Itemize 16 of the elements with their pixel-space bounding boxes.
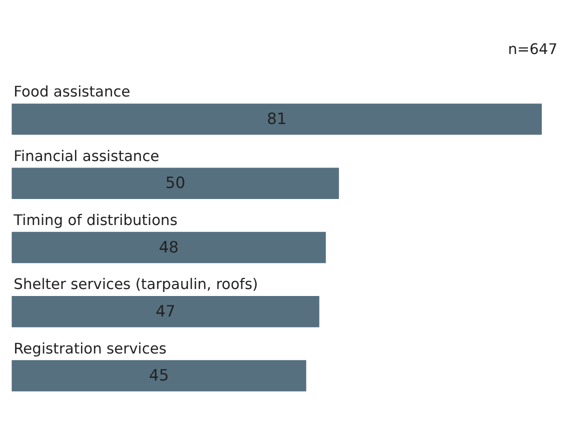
data-label: 45 xyxy=(149,366,169,385)
bar xyxy=(12,360,306,392)
bar xyxy=(12,232,326,264)
data-label: 47 xyxy=(156,302,176,321)
bar xyxy=(12,104,542,135)
y-tick-label: Food assistance xyxy=(14,84,130,101)
data-label: 48 xyxy=(158,238,179,256)
y-tick-label: Timing of distributions xyxy=(12,212,178,230)
text: n=647 xyxy=(508,40,558,58)
y-tick-label: Registration services xyxy=(14,340,167,358)
data-label: 50 xyxy=(165,174,186,192)
data-label: 81 xyxy=(266,110,287,128)
bar xyxy=(12,296,320,328)
y-tick-label: Shelter services (tarpaulin, roofs) xyxy=(14,276,258,294)
bar xyxy=(12,168,339,199)
y-tick-label: Financial assistance xyxy=(14,148,160,165)
